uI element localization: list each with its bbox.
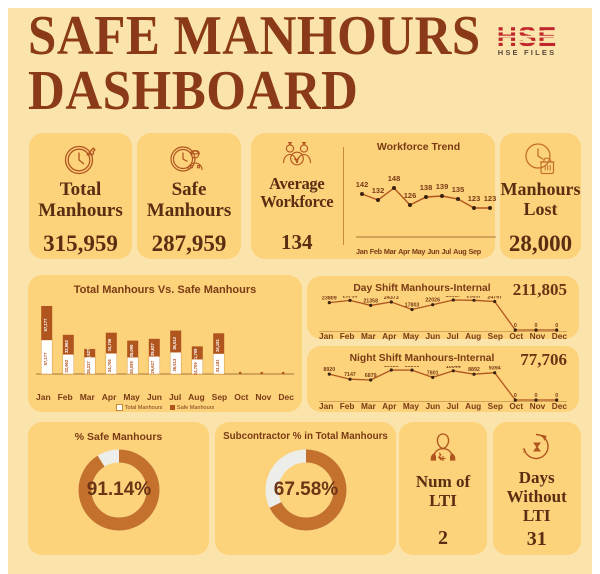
- svg-text:HSE FILES: HSE FILES: [498, 48, 557, 57]
- svg-text:9394: 9394: [489, 366, 501, 372]
- svg-text:135: 135: [452, 185, 465, 194]
- svg-text:25755: 25755: [343, 296, 358, 299]
- svg-text:32,962: 32,962: [64, 340, 69, 353]
- svg-text:13,927: 13,927: [86, 348, 91, 361]
- svg-text:91.14%: 91.14%: [86, 479, 151, 500]
- svg-text:132: 132: [372, 186, 385, 195]
- svg-text:28,099: 28,099: [129, 344, 134, 357]
- svg-text:0: 0: [535, 393, 538, 399]
- svg-text:36,513: 36,513: [172, 336, 177, 349]
- svg-text:148: 148: [388, 174, 401, 183]
- svg-text:0: 0: [514, 393, 517, 399]
- svg-text:123: 123: [484, 194, 496, 203]
- svg-text:138: 138: [420, 183, 433, 192]
- svg-text:0: 0: [555, 393, 558, 399]
- svg-text:6879: 6879: [365, 373, 377, 379]
- svg-text:36,513: 36,513: [172, 358, 177, 371]
- svg-text:57,177: 57,177: [43, 318, 48, 331]
- svg-text:32,962: 32,962: [64, 359, 69, 372]
- svg-text:126: 126: [404, 191, 417, 200]
- svg-text:0: 0: [514, 323, 517, 329]
- svg-text:29,627: 29,627: [150, 360, 155, 373]
- svg-text:139: 139: [436, 182, 449, 191]
- svg-text:0: 0: [535, 323, 538, 329]
- svg-text:34,181: 34,181: [215, 338, 220, 351]
- svg-text:21,709: 21,709: [193, 348, 198, 361]
- svg-text:10333: 10333: [384, 366, 399, 369]
- svg-text:34,706: 34,706: [107, 359, 112, 372]
- svg-text:8892: 8892: [468, 367, 480, 373]
- svg-text:10296: 10296: [405, 366, 420, 369]
- svg-text:7801: 7801: [427, 370, 439, 376]
- svg-text:0: 0: [555, 323, 558, 329]
- svg-text:57,177: 57,177: [43, 352, 48, 365]
- svg-text:28,237: 28,237: [86, 361, 91, 374]
- svg-text:34,181: 34,181: [215, 359, 220, 372]
- svg-text:26087: 26087: [446, 296, 461, 299]
- svg-text:24797: 24797: [487, 296, 502, 301]
- svg-text:22026: 22026: [425, 297, 440, 303]
- svg-text:7147: 7147: [344, 372, 356, 378]
- svg-text:142: 142: [356, 180, 368, 189]
- svg-text:10044: 10044: [446, 366, 461, 370]
- svg-text:17803: 17803: [405, 302, 420, 308]
- svg-text:29,627: 29,627: [150, 343, 155, 356]
- svg-text:25817: 25817: [467, 296, 482, 299]
- svg-text:8920: 8920: [323, 367, 335, 373]
- svg-text:123: 123: [468, 194, 481, 203]
- svg-text:24,709: 24,709: [193, 362, 198, 375]
- svg-text:24373: 24373: [384, 296, 399, 301]
- svg-text:34,706: 34,706: [107, 338, 112, 351]
- svg-text:67.58%: 67.58%: [273, 479, 338, 500]
- svg-text:23809: 23809: [322, 296, 337, 302]
- svg-text:21358: 21358: [363, 298, 378, 304]
- svg-text:28,099: 28,099: [129, 361, 134, 374]
